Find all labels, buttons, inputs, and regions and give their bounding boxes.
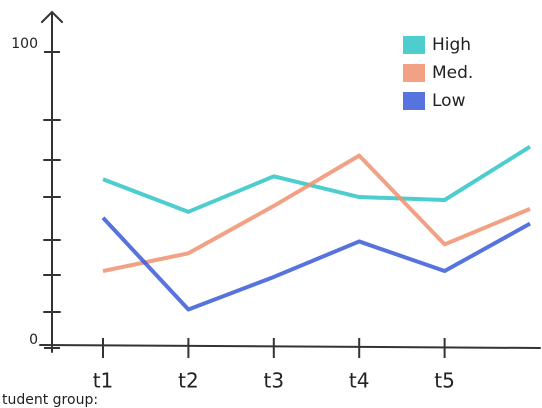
x-tick-label: t5 [434,369,455,393]
legend-label: Med. [432,63,473,83]
legend-swatch [403,36,425,54]
axes [39,10,541,353]
y-tick-label: 100 [11,36,38,52]
legend-swatch [403,92,425,110]
x-tick-label: t3 [264,369,285,393]
x-tick-label: t4 [349,369,370,393]
legend-label: Low [432,91,466,111]
x-axis-label: tudent group: [2,392,98,408]
legend-swatch [403,64,425,82]
x-tick-label: t2 [178,369,199,393]
y-tick-label: 0 [29,332,38,348]
line-series [101,216,531,312]
axis-ticks [43,119,61,313]
x-tick-label: t1 [93,369,114,393]
legend-label: High [432,35,471,55]
line-series [102,145,532,214]
line-series [102,153,531,273]
